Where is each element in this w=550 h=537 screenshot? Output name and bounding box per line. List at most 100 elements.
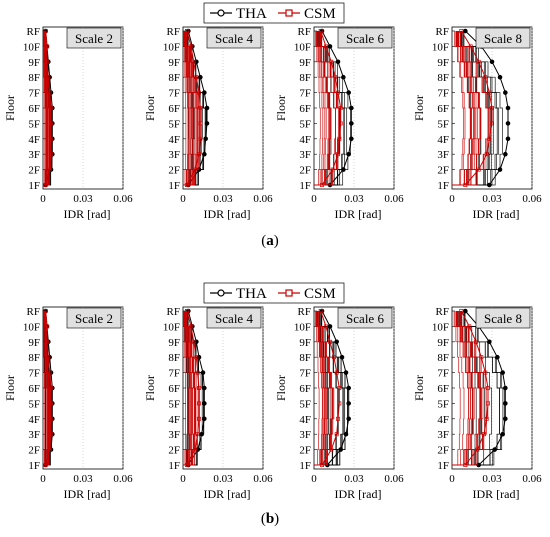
y-tick-label: 2F <box>437 165 449 177</box>
y-tick-label: 7F <box>437 88 449 100</box>
panel-title: Scale 4 <box>215 31 253 46</box>
y-tick-label: 10F <box>294 321 311 333</box>
y-tick-label: 9F <box>168 337 180 349</box>
title-box <box>475 27 531 49</box>
envelope-point <box>475 447 480 452</box>
record-line <box>452 311 473 466</box>
title-box <box>206 27 262 49</box>
y-tick-label: 6F <box>299 383 311 395</box>
panel-title: Scale 2 <box>75 31 113 46</box>
x-tick-label: 0 <box>40 193 46 205</box>
x-tick-label: 0.03 <box>482 473 502 485</box>
y-tick-label: 5F <box>299 398 311 410</box>
y-tick-label: 1F <box>28 180 40 192</box>
y-tick-label: 5F <box>168 118 180 130</box>
series-csm <box>183 309 201 467</box>
y-tick-label: 6F <box>299 103 311 115</box>
panel-title: Scale 8 <box>484 31 522 46</box>
x-axis-label: IDR [rad] <box>335 487 382 501</box>
series-csm <box>43 309 53 467</box>
envelope-line <box>464 30 509 186</box>
record-line <box>452 31 477 186</box>
y-tick-label: RF <box>436 26 449 38</box>
y-tick-label: RF <box>27 26 40 38</box>
x-tick-label: 0.03 <box>213 193 233 205</box>
y-tick-label: 8F <box>437 352 449 364</box>
y-tick-label: 8F <box>28 72 40 84</box>
record-line <box>43 31 46 186</box>
panel-title: Scale 4 <box>215 311 253 326</box>
y-tick-label: RF <box>298 306 311 318</box>
envelope-line <box>45 310 52 466</box>
legend-marker <box>217 9 225 17</box>
y-tick-label: 9F <box>28 57 40 69</box>
envelope-point <box>463 183 468 187</box>
envelope-line <box>186 30 201 186</box>
envelope-point <box>459 309 464 313</box>
x-tick-label: 0.03 <box>73 193 93 205</box>
y-tick-label: 5F <box>437 398 449 410</box>
y-tick-label: 6F <box>437 103 449 115</box>
y-tick-label: RF <box>167 26 180 38</box>
envelope-point <box>324 44 328 49</box>
envelope-line <box>186 310 200 466</box>
x-tick-label: 0 <box>311 193 317 205</box>
y-tick-label: 3F <box>437 429 449 441</box>
record-line <box>314 311 325 466</box>
record-line <box>43 31 47 186</box>
envelope-line <box>320 30 342 186</box>
y-tick-label: 4F <box>28 414 40 426</box>
y-tick-label: 2F <box>28 165 40 177</box>
y-tick-label: 1F <box>299 460 311 472</box>
envelope-point <box>318 29 323 33</box>
series-csm <box>314 29 343 187</box>
legend-label: CSM <box>304 6 336 22</box>
y-tick-label: 1F <box>437 180 449 192</box>
envelope-point <box>468 44 473 49</box>
y-tick-label: 10F <box>432 321 449 333</box>
title-box <box>206 307 262 329</box>
title-box <box>66 27 122 49</box>
x-tick-label: 0 <box>180 193 186 205</box>
envelope-line <box>321 30 352 186</box>
record-line <box>452 31 464 186</box>
y-tick-label: 5F <box>437 118 449 130</box>
y-tick-label: 2F <box>168 445 180 457</box>
y-axis-label: Floor <box>412 375 426 401</box>
envelope-line <box>321 310 350 466</box>
envelope-point <box>463 463 468 467</box>
legend-marker <box>285 9 293 17</box>
envelope-point <box>330 167 335 172</box>
y-tick-label: 1F <box>28 460 40 472</box>
y-tick-label: 9F <box>28 337 40 349</box>
panel-caption: (a) <box>261 233 279 249</box>
y-tick-label: RF <box>167 306 180 318</box>
y-tick-label: 3F <box>168 149 180 161</box>
y-tick-label: 3F <box>28 149 40 161</box>
record-line <box>183 311 189 466</box>
y-tick-label: 8F <box>299 352 311 364</box>
panel-title: Scale 6 <box>346 31 384 46</box>
envelope-point <box>185 183 189 187</box>
record-line <box>43 31 50 186</box>
y-tick-label: 6F <box>168 383 180 395</box>
x-tick-label: 0.06 <box>384 193 404 205</box>
y-tick-label: 10F <box>23 41 40 53</box>
y-tick-label: 4F <box>299 414 311 426</box>
y-tick-label: 7F <box>299 88 311 100</box>
y-tick-label: 4F <box>299 134 311 146</box>
envelope-line <box>187 30 208 186</box>
record-line <box>452 311 465 466</box>
x-tick-label: 0 <box>449 193 455 205</box>
legend-label: CSM <box>304 286 336 302</box>
envelope-point <box>320 463 324 467</box>
y-tick-label: 3F <box>299 429 311 441</box>
record-line <box>183 31 192 186</box>
y-tick-label: 5F <box>28 398 40 410</box>
envelope-point <box>459 29 464 33</box>
